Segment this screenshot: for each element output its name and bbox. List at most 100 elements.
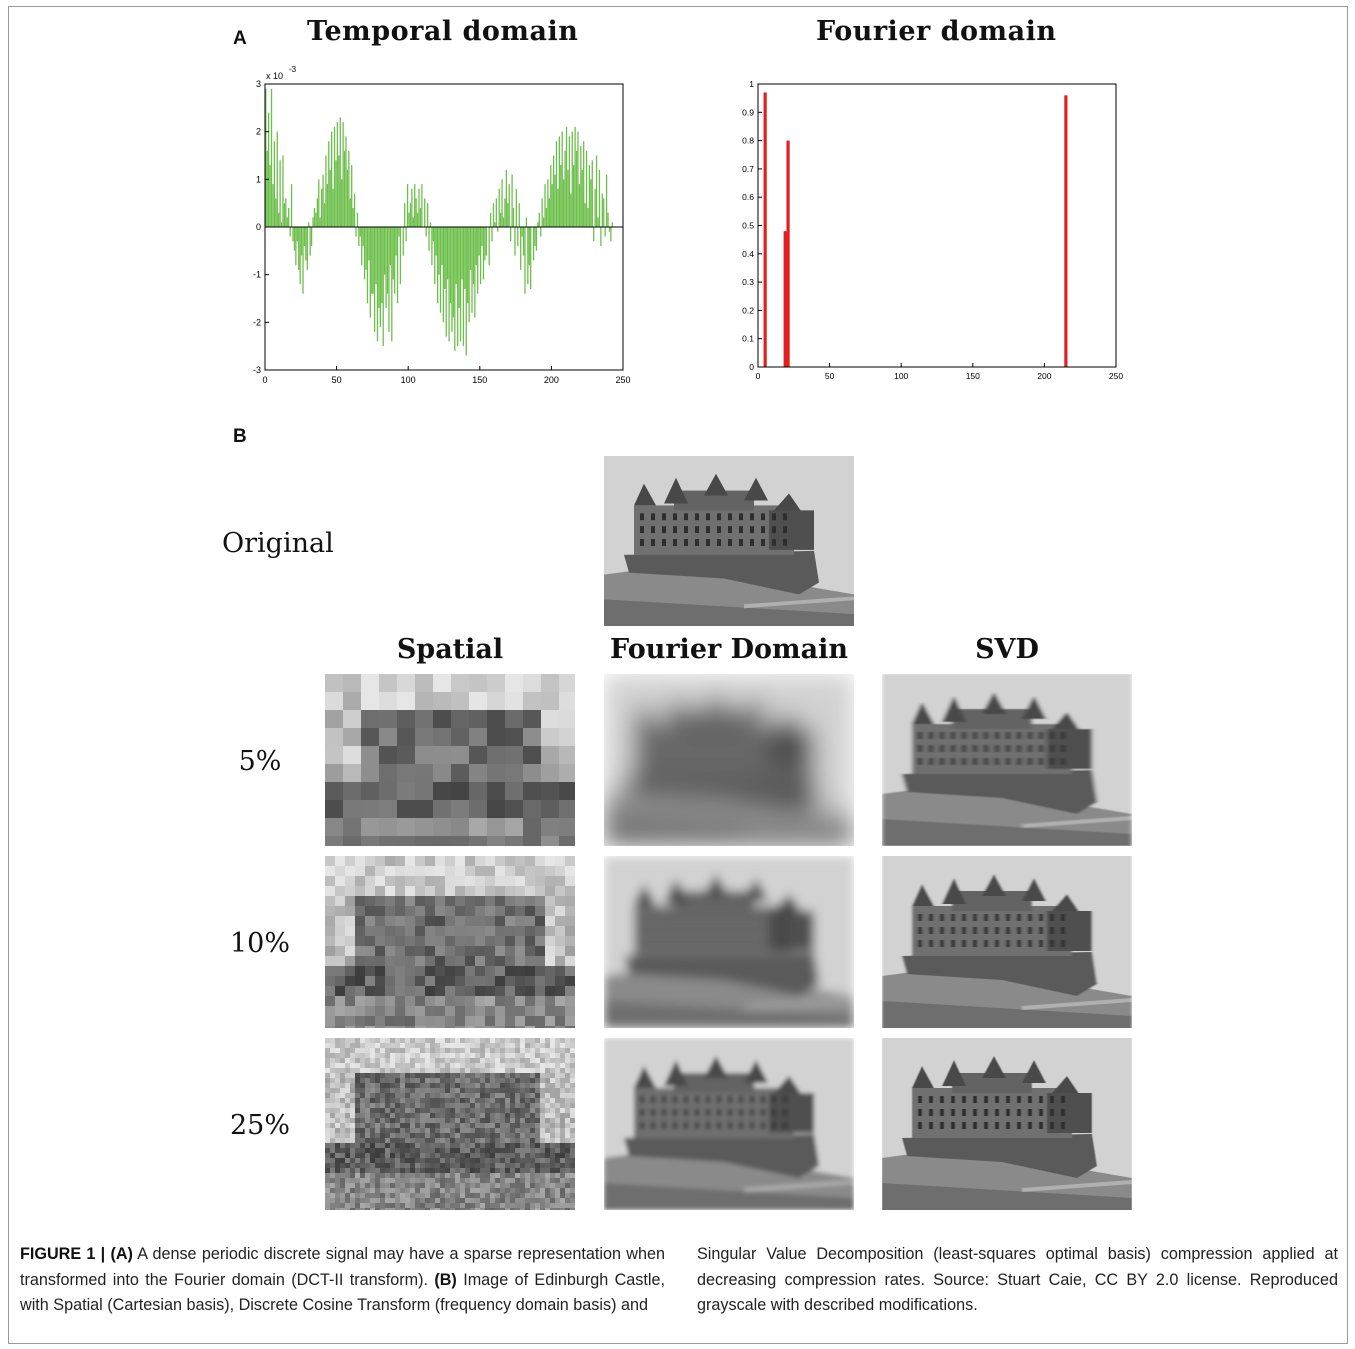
temporal-bar	[499, 212, 502, 227]
castle-picture	[882, 856, 1132, 1028]
temporal-bar	[524, 227, 526, 294]
temporal-bar	[462, 227, 465, 347]
temporal-bar	[345, 136, 347, 227]
temporal-bar	[517, 227, 519, 247]
temporal-bar	[505, 169, 508, 227]
castle-pixelated-picture	[325, 1038, 575, 1210]
temporal-bar	[332, 188, 334, 227]
fourier-ytick-label: 0	[749, 362, 754, 372]
temporal-bar	[564, 150, 566, 227]
fourier-ytick-label: 0.6	[742, 192, 754, 202]
temporal-bar	[597, 217, 599, 227]
temporal-bar	[312, 217, 314, 227]
temporal-bar	[555, 141, 558, 227]
fourier-xtick-label: 0	[756, 371, 761, 381]
temporal-bar	[270, 88, 273, 227]
temporal-bar	[382, 227, 384, 347]
column-header-spatial: Spatial	[396, 634, 504, 665]
temporal-bar	[333, 126, 336, 227]
temporal-bar	[405, 227, 407, 242]
fourier-xtick-label: 100	[894, 371, 908, 381]
temporal-bar	[577, 131, 579, 227]
caption-b-label: (B)	[434, 1270, 457, 1289]
temporal-bar	[282, 155, 284, 227]
temporal-bar	[272, 184, 274, 227]
temporal-bar	[464, 227, 466, 289]
castle-picture	[604, 674, 854, 846]
temporal-bar	[383, 227, 386, 275]
temporal-ytick-label: -1	[253, 270, 261, 280]
temporal-bar	[514, 227, 516, 256]
temporal-bar	[386, 227, 389, 294]
temporal-bar	[479, 227, 482, 285]
temporal-bar	[530, 227, 532, 289]
spatial-10-image	[325, 856, 575, 1028]
temporal-bar	[293, 227, 296, 251]
temporal-bar	[491, 227, 493, 242]
temporal-bar	[561, 131, 563, 227]
temporal-bar	[438, 227, 440, 275]
temporal-bar	[452, 227, 455, 318]
fourier-ytick-label: 0.8	[742, 136, 754, 146]
temporal-bar	[269, 165, 271, 227]
temporal-bar	[369, 227, 371, 318]
temporal-bar	[590, 179, 592, 227]
temporal-bar	[482, 227, 485, 280]
temporal-bar	[458, 227, 460, 309]
temporal-bar	[521, 227, 523, 237]
temporal-bar	[288, 207, 290, 227]
temporal-bar	[341, 179, 343, 227]
temporal-bar	[588, 165, 591, 227]
temporal-bar	[346, 169, 349, 227]
fourier-ytick-label: 1	[749, 79, 754, 89]
temporal-xtick-label: 250	[615, 375, 630, 385]
panel-a-letter: A	[233, 28, 247, 49]
temporal-bar	[431, 227, 433, 266]
fourier-ytick-label: 0.2	[742, 305, 754, 315]
temporal-bar	[573, 165, 575, 227]
temporal-bar	[415, 198, 417, 227]
temporal-exponent-label: x 10	[266, 71, 283, 81]
temporal-bar	[502, 217, 505, 227]
temporal-bar	[512, 207, 515, 227]
temporal-bar	[305, 227, 307, 261]
temporal-bar	[375, 227, 377, 285]
temporal-bar	[308, 222, 310, 227]
temporal-bar	[604, 227, 606, 237]
castle-picture	[604, 856, 854, 1028]
temporal-bar	[342, 122, 344, 227]
temporal-bar	[489, 212, 492, 227]
fourier-axes-box	[757, 83, 1117, 368]
temporal-bar	[412, 217, 414, 227]
temporal-bar	[320, 188, 323, 227]
temporal-bar	[302, 227, 304, 294]
temporal-bar	[381, 227, 383, 304]
temporal-bar	[372, 227, 374, 294]
castle-pixelated-picture	[325, 856, 575, 1028]
fourier-xtick-label: 50	[825, 371, 835, 381]
temporal-bar	[511, 174, 513, 227]
temporal-bar	[356, 212, 359, 227]
temporal-bar	[408, 212, 410, 227]
temporal-bar	[309, 227, 311, 256]
temporal-bar	[275, 198, 277, 227]
row-label-10: 10%	[229, 928, 290, 959]
temporal-bar	[578, 184, 581, 227]
temporal-bar	[296, 227, 298, 242]
temporal-bar	[338, 155, 340, 227]
fourier-xtick-label: 150	[966, 371, 980, 381]
fourier-ytick-label: 0.5	[742, 221, 754, 231]
temporal-bar	[535, 227, 538, 251]
temporal-bar	[550, 165, 552, 227]
fourier-ytick-label: 0.1	[742, 334, 754, 344]
temporal-bar	[538, 212, 540, 227]
temporal-bar	[432, 227, 434, 242]
temporal-bar	[441, 227, 443, 266]
temporal-bar	[396, 227, 399, 304]
temporal-bar	[389, 227, 392, 266]
temporal-bar	[339, 117, 341, 227]
temporal-bar	[419, 207, 422, 227]
temporal-bar	[504, 198, 506, 227]
temporal-ytick-label: 3	[256, 79, 261, 89]
temporal-bar	[404, 203, 406, 227]
